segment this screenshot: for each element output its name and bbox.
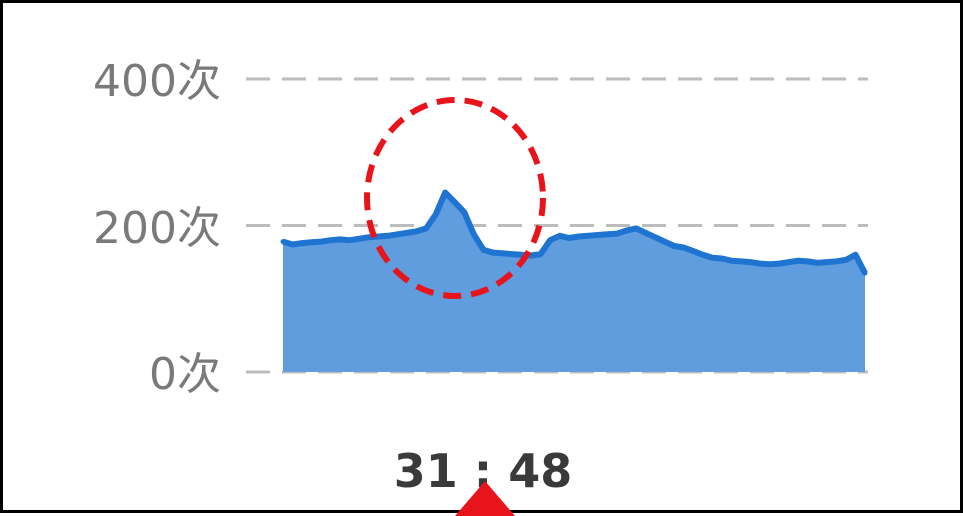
data-point-27 <box>538 251 544 257</box>
data-point-23 <box>499 250 505 256</box>
data-point-36 <box>624 228 629 234</box>
data-point-20 <box>471 231 477 237</box>
data-point-1 <box>290 242 295 247</box>
data-point-60 <box>853 252 858 258</box>
series-area <box>283 192 865 372</box>
data-point-31 <box>576 234 582 239</box>
y-tick-label-400: 400次 <box>93 56 221 107</box>
data-point-14 <box>414 228 420 234</box>
data-point-46 <box>719 256 725 261</box>
data-point-22 <box>490 250 496 256</box>
data-point-4 <box>318 239 324 245</box>
data-point-48 <box>738 258 744 264</box>
data-point-37 <box>633 225 639 231</box>
data-point-40 <box>662 239 668 245</box>
series-points <box>280 190 868 276</box>
data-point-0 <box>280 239 286 245</box>
data-point-55 <box>805 258 811 264</box>
y-tick-label-0: 0次 <box>149 349 221 400</box>
data-point-33 <box>595 232 601 238</box>
data-point-18 <box>452 199 458 205</box>
data-point-52 <box>776 261 782 267</box>
data-point-50 <box>757 261 763 267</box>
data-point-38 <box>643 230 649 236</box>
data-point-10 <box>375 234 381 239</box>
y-axis-ticks: 400次 200次 0次 <box>93 56 221 400</box>
data-point-30 <box>566 235 572 241</box>
data-point-44 <box>700 252 706 258</box>
data-point-28 <box>547 237 553 243</box>
pointer-arrow-icon <box>455 481 515 516</box>
data-point-39 <box>652 234 658 240</box>
data-point-41 <box>671 243 677 249</box>
data-point-3 <box>309 239 315 245</box>
data-point-7 <box>347 237 353 243</box>
data-point-43 <box>690 248 696 254</box>
data-point-16 <box>433 212 439 217</box>
data-point-8 <box>356 236 362 242</box>
y-tick-label-200: 200次 <box>93 203 221 254</box>
data-point-59 <box>843 257 849 263</box>
data-point-45 <box>709 255 715 261</box>
data-point-12 <box>395 231 400 237</box>
data-point-21 <box>480 247 486 253</box>
data-point-58 <box>833 258 839 264</box>
data-point-24 <box>509 251 515 257</box>
highlight-circle <box>364 97 546 299</box>
data-point-47 <box>728 258 734 264</box>
data-point-19 <box>461 209 467 215</box>
data-point-56 <box>814 260 820 266</box>
data-point-9 <box>366 234 372 240</box>
data-point-29 <box>557 233 563 239</box>
data-point-2 <box>299 240 305 246</box>
data-point-51 <box>767 261 773 267</box>
data-point-32 <box>585 233 591 239</box>
data-point-11 <box>385 233 391 239</box>
data-point-13 <box>404 230 410 236</box>
data-point-53 <box>786 259 792 265</box>
data-point-54 <box>795 258 801 264</box>
data-point-15 <box>423 225 429 231</box>
data-point-57 <box>824 259 830 265</box>
area-chart: 400次 200次 0次 31 : 48 <box>93 56 868 516</box>
data-point-17 <box>442 190 448 195</box>
data-point-42 <box>681 245 687 250</box>
data-point-6 <box>337 236 343 242</box>
data-point-49 <box>748 259 753 265</box>
data-point-35 <box>614 231 620 237</box>
data-point-34 <box>604 231 610 237</box>
data-point-61 <box>862 270 868 276</box>
data-point-5 <box>328 237 334 243</box>
